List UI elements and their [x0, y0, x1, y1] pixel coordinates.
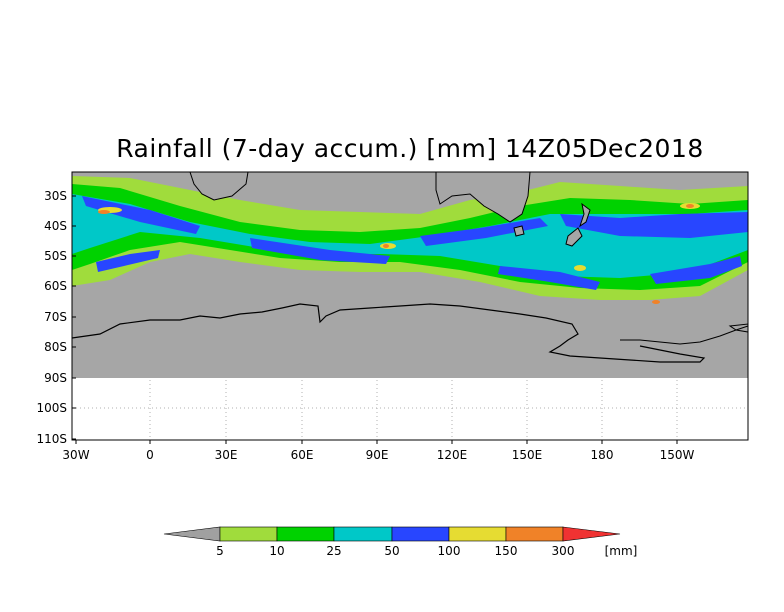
legend-label: 5 [216, 544, 224, 558]
legend-label: 100 [438, 544, 461, 558]
legend-swatch [391, 526, 450, 542]
lat-label: 30S [44, 189, 67, 203]
legend-swatch [333, 526, 393, 542]
lat-label: 70S [44, 310, 67, 324]
land-masses [189, 171, 749, 333]
rain-band-cyan [72, 194, 748, 278]
lon-label: 60E [291, 448, 314, 462]
legend-unit: [mm] [605, 544, 638, 558]
legend-overflow-arrow [562, 526, 621, 542]
lon-label: 30E [215, 448, 238, 462]
legend-label: 300 [552, 544, 575, 558]
lon-label: 90E [366, 448, 389, 462]
map-frame [71, 171, 749, 441]
new-zealand-south-coast [565, 227, 583, 247]
legend-swatch [219, 526, 278, 542]
legend-label: 25 [326, 544, 341, 558]
lat-label: 90S [44, 371, 67, 385]
lon-label: 150W [660, 448, 695, 462]
map-title: Rainfall (7-day accum.) [mm] 14Z05Dec201… [116, 134, 704, 163]
legend-swatch [505, 526, 564, 542]
lon-labels: 30W 0 30E 60E 90E 120E 150E 180 150W [62, 448, 694, 462]
new-zealand-coast [579, 202, 591, 228]
map-panel: 30S 40S 50S 60S 70S 80S 90S 100S 110S 30… [36, 171, 749, 462]
lon-label: 30W [62, 448, 89, 462]
legend-label: 150 [495, 544, 518, 558]
legend-swatch [276, 526, 335, 542]
rainfall-field [72, 176, 748, 304]
lat-label: 110S [36, 432, 67, 446]
lon-label: 0 [146, 448, 154, 462]
antarctic-peninsula-coast [620, 325, 749, 345]
tasmania-coast [513, 225, 525, 237]
africa-coast [189, 171, 249, 201]
legend-underflow-arrow [163, 526, 221, 542]
no-data-region [72, 378, 748, 440]
lat-labels: 30S 40S 50S 60S 70S 80S 90S 100S 110S [36, 189, 67, 446]
lat-label: 50S [44, 249, 67, 263]
lat-ticks [72, 195, 76, 440]
legend-label: 50 [384, 544, 399, 558]
antarctica-coast [71, 303, 706, 363]
lon-label: 120E [437, 448, 468, 462]
color-legend: 5 10 25 50 100 150 300 [mm] [163, 526, 638, 558]
legend-swatch [448, 526, 507, 542]
grid-lines [72, 380, 748, 440]
lon-label: 150E [512, 448, 543, 462]
australia-coast [435, 171, 531, 223]
lon-label: 180 [591, 448, 614, 462]
lon-ticks [75, 440, 678, 444]
lat-label: 100S [36, 401, 67, 415]
lat-label: 60S [44, 279, 67, 293]
legend-label: 10 [269, 544, 284, 558]
lat-label: 40S [44, 219, 67, 233]
lat-label: 80S [44, 340, 67, 354]
